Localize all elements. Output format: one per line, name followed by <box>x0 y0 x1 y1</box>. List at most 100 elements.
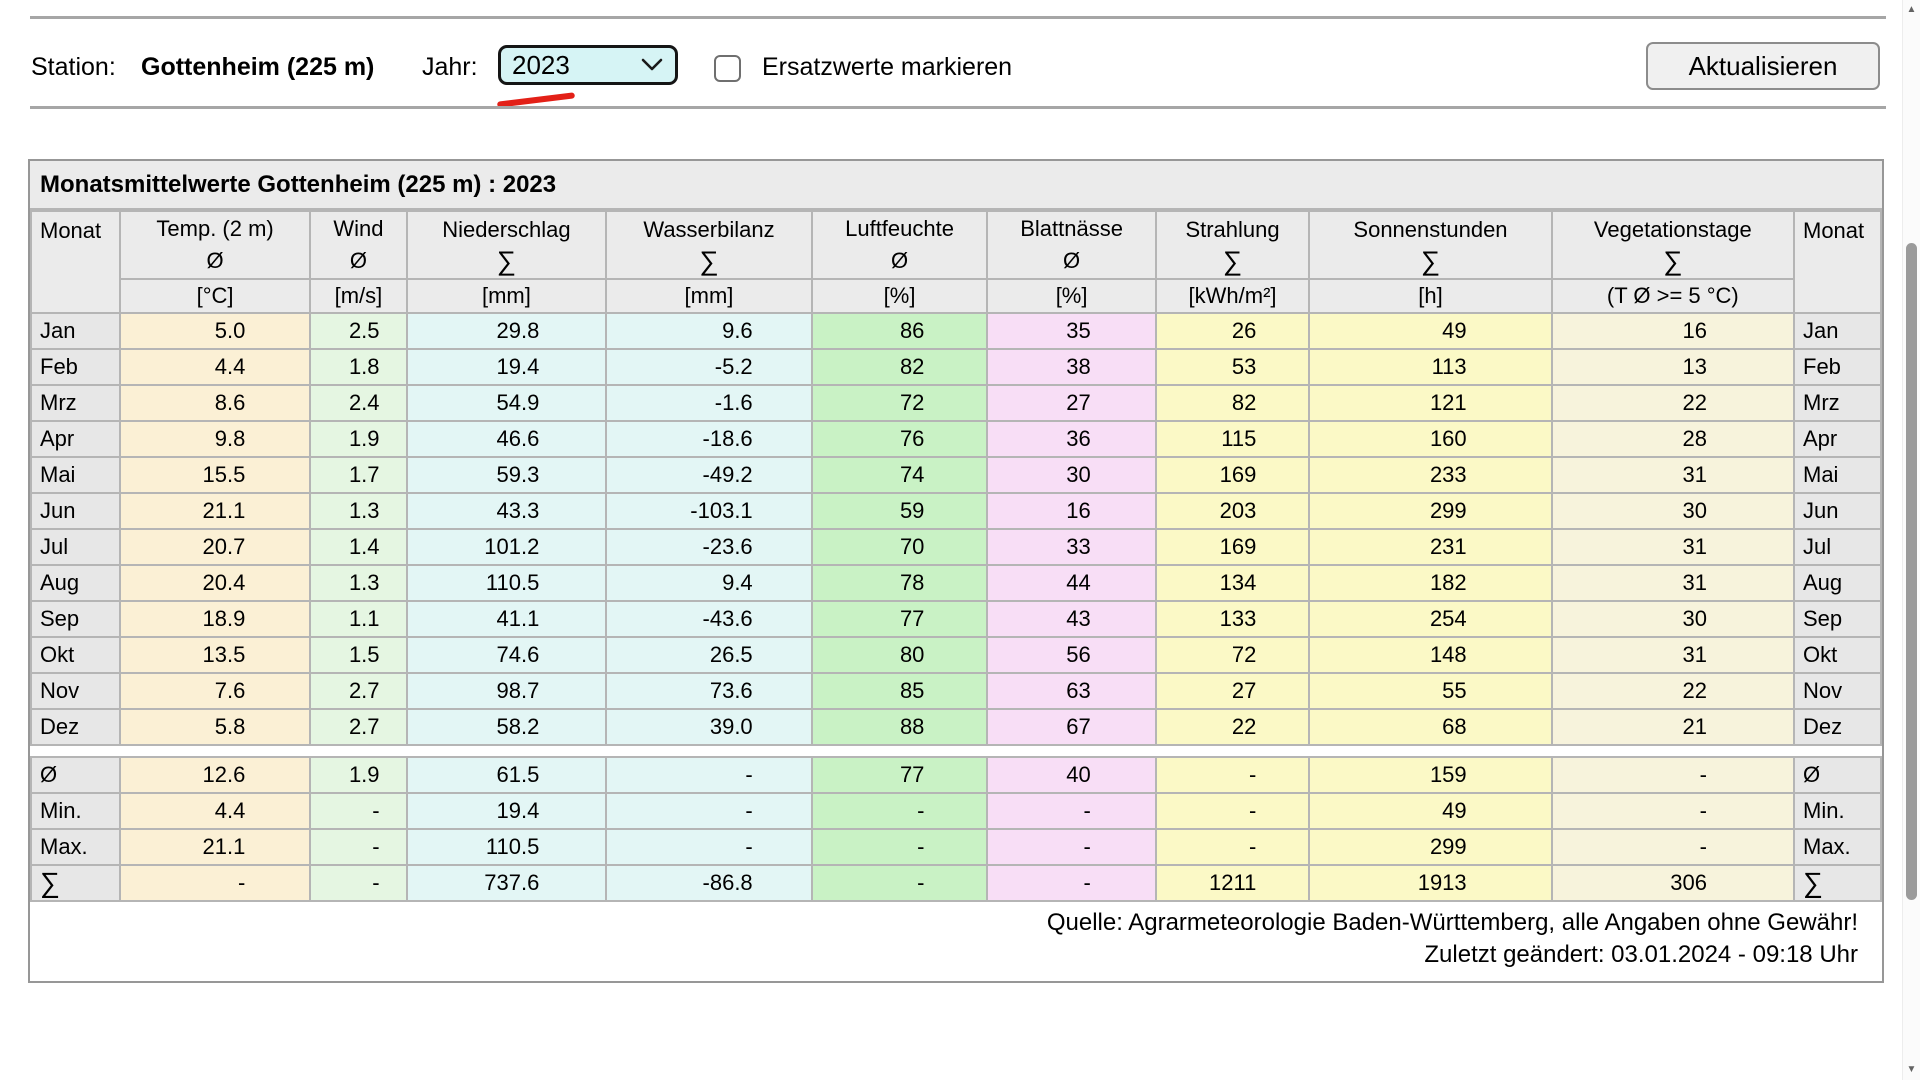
value-cell: 306 <box>1550 864 1796 902</box>
value-cell: -1.6 <box>605 384 813 422</box>
value-cell: 39.0 <box>605 708 813 746</box>
value-cell: - <box>118 864 312 902</box>
column-name: Wind <box>333 216 384 241</box>
separator-row <box>31 744 1881 758</box>
table-footer: Quelle: Agrarmeteorologie Baden-Württemb… <box>30 902 1882 981</box>
value-cell: 31 <box>1550 456 1796 494</box>
column-header: Blattnässe Ø <box>986 210 1157 280</box>
value-cell: 115 <box>1154 420 1311 458</box>
value-cell: 28 <box>1550 420 1796 458</box>
value-cell: - <box>1154 756 1311 794</box>
aggregation-symbol: Ø <box>1063 248 1081 273</box>
month-cell: Apr <box>30 420 121 458</box>
month-column-header: Monat <box>1793 210 1882 314</box>
value-cell: - <box>605 828 813 866</box>
value-cell: - <box>309 792 408 830</box>
value-cell: 59 <box>810 492 989 530</box>
value-cell: 15.5 <box>118 456 312 494</box>
summary-label-cell: Ø <box>30 756 121 794</box>
value-cell: 70 <box>810 528 989 566</box>
scrollbar-thumb[interactable] <box>1906 243 1917 900</box>
value-cell: 7.6 <box>118 672 312 710</box>
source-note: Quelle: Agrarmeteorologie Baden-Württemb… <box>1046 909 1858 936</box>
aggregation-symbol: ∑ <box>699 246 719 276</box>
month-cell: Nov <box>1793 672 1882 710</box>
value-cell: 134 <box>1154 564 1311 602</box>
ersatzwerte-checkbox[interactable] <box>714 55 741 82</box>
column-header: Temp. (2 m) Ø <box>118 210 312 280</box>
value-cell: 40 <box>986 756 1157 794</box>
table-row: Jan 5.0 2.5 29.8 9.6 86 35 26 49 16 Jan <box>30 312 1882 350</box>
last-modified-note: Zuletzt geändert: 03.01.2024 - 09:18 Uhr <box>1424 941 1858 968</box>
value-cell: 1.1 <box>309 600 408 638</box>
month-cell: Dez <box>1793 708 1882 746</box>
column-name: Sonnenstunden <box>1353 217 1508 242</box>
table-row: Mai 15.5 1.7 59.3 -49.2 74 30 169 233 31 Mai <box>30 456 1882 494</box>
value-cell: -49.2 <box>605 456 813 494</box>
value-cell: - <box>986 828 1157 866</box>
value-cell: 33 <box>986 528 1157 566</box>
table-row: Okt 13.5 1.5 74.6 26.5 80 56 72 148 31 Okt <box>30 636 1882 674</box>
value-cell: 2.7 <box>309 672 408 710</box>
value-cell: 2.4 <box>309 384 408 422</box>
value-cell: 101.2 <box>405 528 608 566</box>
value-cell: 74 <box>810 456 989 494</box>
value-cell: 1.4 <box>309 528 408 566</box>
value-cell: 254 <box>1308 600 1553 638</box>
aggregation-symbol: ∑ <box>1420 246 1441 276</box>
value-cell: 1.8 <box>309 348 408 386</box>
value-cell: 1.9 <box>309 756 408 794</box>
value-cell: 82 <box>1154 384 1311 422</box>
vertical-scrollbar[interactable]: ▲ ▼ <box>1902 0 1920 1080</box>
table-header: Monat Temp. (2 m) Ø Wind Ø Niederschlag ∑ Wasse… <box>30 210 1882 314</box>
update-button[interactable]: Aktualisieren <box>1646 42 1880 90</box>
column-name: Blattnässe <box>1020 216 1123 241</box>
scrollbar-down-arrow-icon[interactable]: ▼ <box>1906 1064 1917 1075</box>
year-select-value: 2023 <box>512 49 570 80</box>
summary-label-cell: Max. <box>30 828 121 866</box>
year-select[interactable]: 2023 <box>498 45 678 85</box>
table-row: Nov 7.6 2.7 98.7 73.6 85 63 27 55 22 Nov <box>30 672 1882 710</box>
column-unit: [mm] <box>405 278 608 314</box>
value-cell: -23.6 <box>605 528 813 566</box>
value-cell: 121 <box>1308 384 1553 422</box>
top-divider-line <box>30 16 1886 19</box>
summary-label-cell: Min. <box>30 792 121 830</box>
value-cell: - <box>1154 828 1311 866</box>
table-row: Apr 9.8 1.9 46.6 -18.6 76 36 115 160 28 Apr <box>30 420 1882 458</box>
month-cell: Mrz <box>1793 384 1882 422</box>
month-cell: Feb <box>30 348 121 386</box>
value-cell: 16 <box>986 492 1157 530</box>
value-cell: 22 <box>1550 672 1796 710</box>
ersatzwerte-checkbox-label: Ersatzwerte markieren <box>762 53 1013 81</box>
month-cell: Dez <box>30 708 121 746</box>
table-title: Monatsmittelwerte Gottenheim (225 m) : 2… <box>30 161 1882 210</box>
value-cell: 22 <box>1550 384 1796 422</box>
month-cell: Sep <box>1793 600 1882 638</box>
aggregation-symbol: ∑ <box>1663 246 1683 276</box>
month-cell: Apr <box>1793 420 1882 458</box>
table-row: Ø 12.6 1.9 61.5-77 40-159- Ø <box>30 756 1882 794</box>
value-cell: 5.8 <box>118 708 312 746</box>
value-cell: 74.6 <box>405 636 608 674</box>
month-cell: Okt <box>1793 636 1882 674</box>
value-cell: 299 <box>1308 828 1553 866</box>
table-row: Dez 5.8 2.7 58.2 39.0 88 67 22 68 21 Dez <box>30 708 1882 746</box>
value-cell: 13.5 <box>118 636 312 674</box>
column-header: Sonnenstunden ∑ <box>1308 210 1553 280</box>
column-unit: [h] <box>1308 278 1553 314</box>
value-cell: 61.5 <box>405 756 608 794</box>
value-cell: 98.7 <box>405 672 608 710</box>
value-cell: 19.4 <box>405 348 608 386</box>
value-cell: 737.6 <box>405 864 608 902</box>
value-cell: 169 <box>1154 456 1311 494</box>
scrollbar-up-arrow-icon[interactable]: ▲ <box>1906 4 1917 15</box>
column-unit: [°C] <box>118 278 312 314</box>
value-cell: 160 <box>1308 420 1553 458</box>
value-cell: 30 <box>986 456 1157 494</box>
value-cell: 53 <box>1154 348 1311 386</box>
month-cell: Okt <box>30 636 121 674</box>
value-cell: - <box>309 864 408 902</box>
value-cell: -5.2 <box>605 348 813 386</box>
value-cell: 203 <box>1154 492 1311 530</box>
